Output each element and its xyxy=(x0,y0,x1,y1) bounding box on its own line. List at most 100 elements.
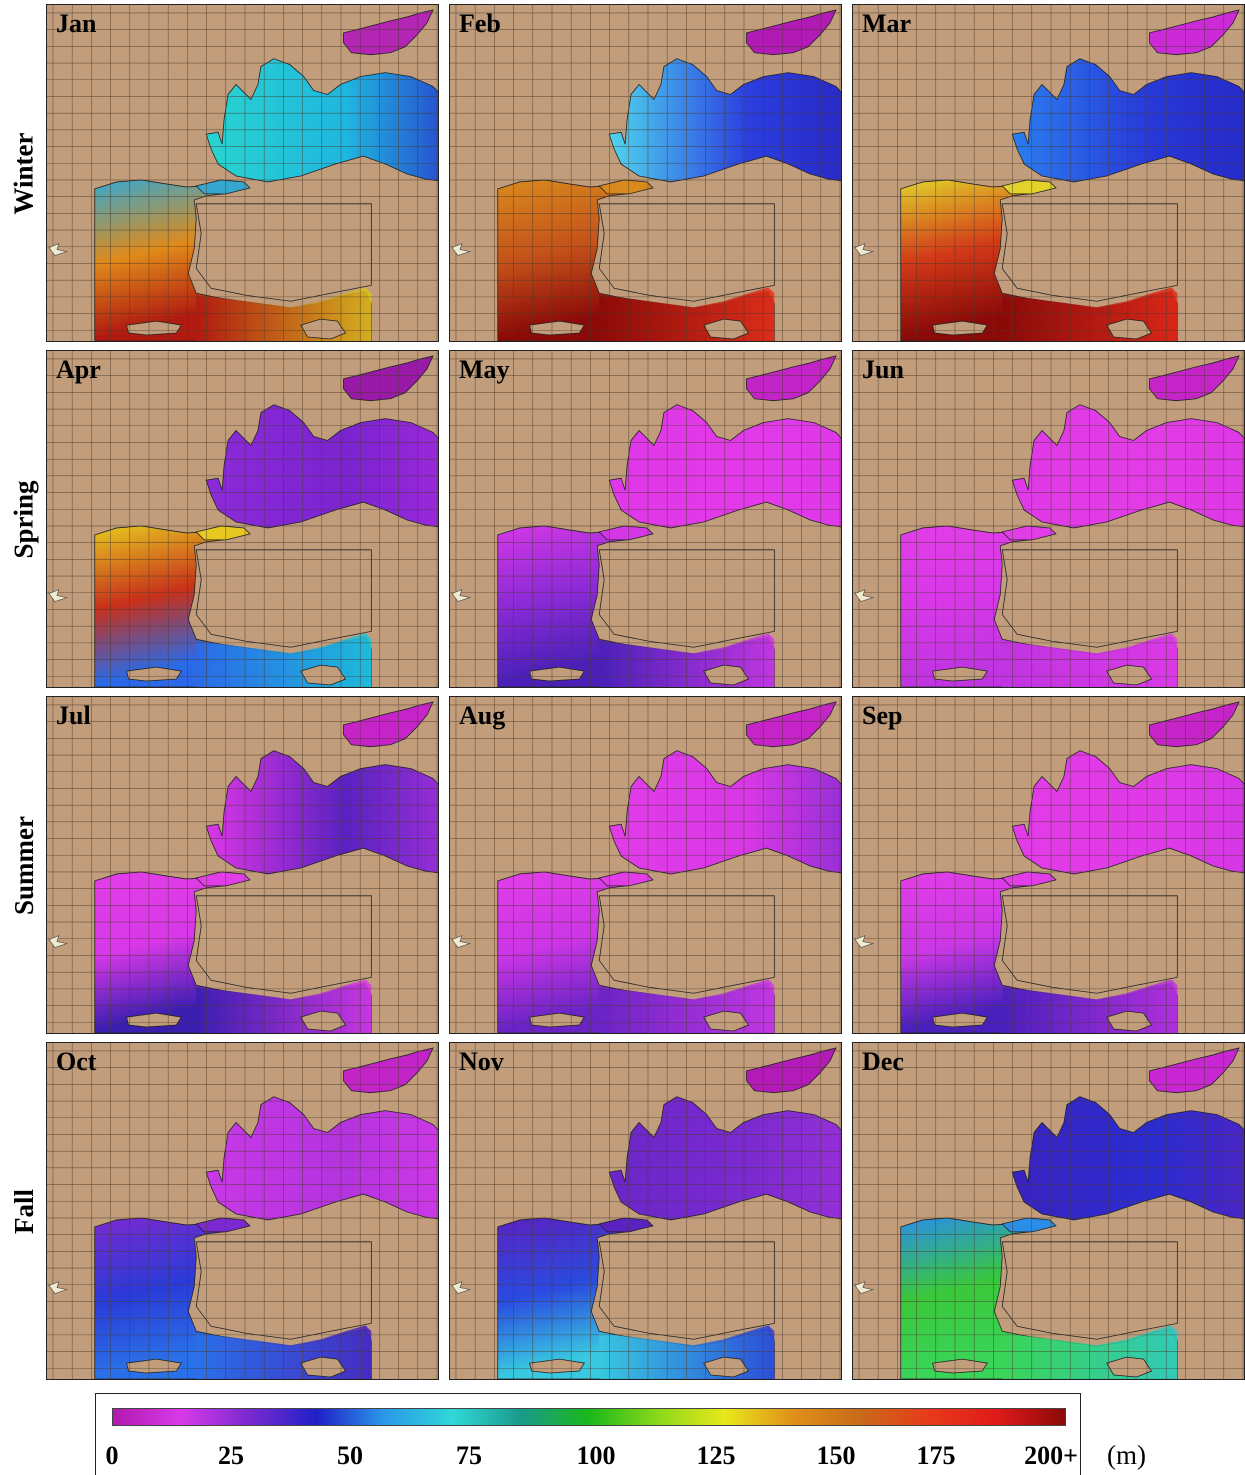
crete-land xyxy=(126,320,182,336)
grid-lines xyxy=(853,697,1244,1033)
grid-lines xyxy=(853,1043,1244,1379)
cyprus-land xyxy=(703,318,750,340)
cyprus-land xyxy=(300,318,347,340)
grid-lines xyxy=(47,1043,438,1379)
month-label: Feb xyxy=(459,9,501,38)
azov-sea-region xyxy=(746,701,837,748)
crete-land xyxy=(932,1012,988,1028)
coast-marker xyxy=(451,1281,472,1294)
sea-map xyxy=(47,5,438,341)
colorbar-legend: 0 25 50 75 100 125 150 175 200+ xyxy=(95,1393,1081,1475)
colorbar-tick-label: 175 xyxy=(916,1441,956,1470)
anatolia-land xyxy=(195,895,372,994)
azov-sea-region xyxy=(343,701,434,748)
azov-sea-region xyxy=(343,1047,434,1094)
map-panel-jan: Jan xyxy=(46,4,439,342)
anatolia-land xyxy=(598,549,775,648)
coast-marker xyxy=(854,1281,875,1294)
anatolia-land xyxy=(598,895,775,994)
sea-map xyxy=(450,1043,841,1379)
grid-lines xyxy=(47,697,438,1033)
colorbar xyxy=(112,1408,1066,1426)
azov-sea-region xyxy=(746,1047,837,1094)
cyprus-land xyxy=(1106,318,1153,340)
sea-map xyxy=(450,351,841,687)
cyprus-land xyxy=(300,1010,347,1032)
month-label: Sep xyxy=(862,701,903,730)
colorbar-tick-label: 25 xyxy=(218,1441,244,1470)
crete-land xyxy=(126,666,182,682)
cyprus-land xyxy=(300,1356,347,1378)
month-label: Nov xyxy=(459,1047,504,1076)
cyprus-land xyxy=(1106,1356,1153,1378)
anatolia-land xyxy=(1001,549,1178,648)
colorbar-tick-label: 50 xyxy=(337,1441,363,1470)
cyprus-land xyxy=(1106,664,1153,686)
month-label: Jan xyxy=(56,9,97,38)
month-label: May xyxy=(459,355,510,384)
crete-land xyxy=(529,666,585,682)
season-label-winter: Winter xyxy=(8,132,39,214)
month-label: Apr xyxy=(56,355,101,384)
crete-land xyxy=(126,1358,182,1374)
map-panel-oct: Oct xyxy=(46,1042,439,1380)
colorbar-tick-label: 100 xyxy=(576,1441,616,1470)
cyprus-land xyxy=(703,664,750,686)
colorbar-tick-label: 0 xyxy=(105,1441,119,1470)
crete-land xyxy=(932,1358,988,1374)
coast-marker xyxy=(48,243,69,256)
anatolia-land xyxy=(1001,203,1178,302)
map-panel-apr: Apr xyxy=(46,350,439,688)
grid-lines xyxy=(450,5,841,341)
grid-lines xyxy=(853,5,1244,341)
season-label-fall: Fall xyxy=(8,1188,39,1234)
anatolia-land xyxy=(1001,1241,1178,1340)
sea-map xyxy=(853,1043,1244,1379)
month-label: Jun xyxy=(862,355,904,384)
colorbar-tick-label: 150 xyxy=(816,1441,856,1470)
colorbar-tick-label: 125 xyxy=(696,1441,736,1470)
month-label: Dec xyxy=(862,1047,904,1076)
coast-marker xyxy=(854,935,875,948)
azov-sea-region xyxy=(343,9,434,56)
map-panel-nov: Nov xyxy=(449,1042,842,1380)
grid-lines xyxy=(47,351,438,687)
month-label: Oct xyxy=(56,1047,97,1076)
azov-sea-region xyxy=(746,355,837,402)
anatolia-land xyxy=(598,1241,775,1340)
coast-marker xyxy=(451,589,472,602)
anatolia-land xyxy=(195,549,372,648)
grid-lines xyxy=(450,1043,841,1379)
map-panel-mar: Mar xyxy=(852,4,1245,342)
sea-map xyxy=(47,697,438,1033)
sea-map xyxy=(47,1043,438,1379)
azov-sea-region xyxy=(1149,1047,1240,1094)
season-label-summer: Summer xyxy=(8,815,39,915)
coast-marker xyxy=(48,935,69,948)
azov-sea-region xyxy=(343,355,434,402)
crete-land xyxy=(529,320,585,336)
map-panel-sep: Sep xyxy=(852,696,1245,1034)
anatolia-land xyxy=(1001,895,1178,994)
colorbar-tick-label: 75 xyxy=(456,1441,482,1470)
azov-sea-region xyxy=(746,9,837,56)
azov-sea-region xyxy=(1149,9,1240,56)
grid-lines xyxy=(853,351,1244,687)
map-panel-may: May xyxy=(449,350,842,688)
sea-map xyxy=(853,697,1244,1033)
cyprus-land xyxy=(1106,1010,1153,1032)
map-panel-dec: Dec xyxy=(852,1042,1245,1380)
cyprus-land xyxy=(703,1010,750,1032)
season-label-spring: Spring xyxy=(8,479,39,559)
coast-marker xyxy=(451,243,472,256)
sea-map xyxy=(450,5,841,341)
crete-land xyxy=(529,1012,585,1028)
month-label: Aug xyxy=(459,701,506,730)
grid-lines xyxy=(450,697,841,1033)
coast-marker xyxy=(48,589,69,602)
coast-marker xyxy=(48,1281,69,1294)
sea-map xyxy=(47,351,438,687)
map-panel-jun: Jun xyxy=(852,350,1245,688)
sea-map xyxy=(853,5,1244,341)
map-panel-jul: Jul xyxy=(46,696,439,1034)
